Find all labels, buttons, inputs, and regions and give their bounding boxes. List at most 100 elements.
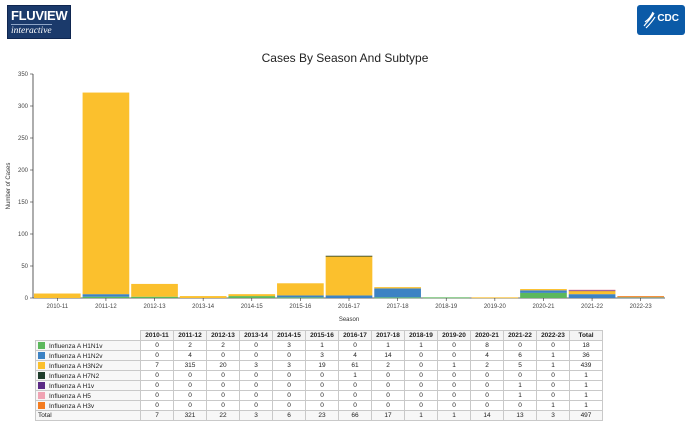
table-cell: 0 — [437, 370, 471, 381]
subtype-cell: Influenza A H3v — [35, 400, 141, 411]
x-tick-label: 2019-20 — [484, 304, 507, 310]
table-cell: 0 — [140, 390, 174, 401]
x-tick-label: 2021-22 — [581, 304, 604, 310]
table-total-cell: 66 — [338, 410, 372, 421]
subtype-label: Influenza A H3N2v — [49, 362, 103, 370]
bar-segment — [568, 290, 616, 292]
table-column-header: 2019-20 — [437, 330, 471, 341]
x-tick-label: 2018-19 — [435, 304, 458, 310]
table-column-header: 2015-16 — [305, 330, 339, 341]
table-cell: 0 — [536, 340, 570, 351]
table-column-header: 2010-11 — [140, 330, 174, 341]
table-column-header: 2020-21 — [470, 330, 504, 341]
table-cell: 2 — [470, 360, 504, 371]
bar-segment — [617, 296, 665, 297]
table-cell: 0 — [272, 380, 306, 391]
table-cell: 4 — [173, 350, 207, 361]
cdc-label: CDC — [657, 13, 679, 24]
table-cell: 0 — [503, 340, 537, 351]
table-cell: 1 — [371, 340, 405, 351]
x-ticks: 2010-11 2011-12 2012-13 2013-14 2014-15 2015-… — [47, 298, 653, 310]
table-cell: 1 — [404, 340, 438, 351]
bar-segment — [568, 290, 616, 295]
x-tick-label: 2015-16 — [289, 304, 312, 310]
table-column-header: 2012-13 — [206, 330, 240, 341]
bar-segment — [33, 293, 81, 298]
table-cell: 1 — [536, 400, 570, 411]
table-cell: 0 — [239, 390, 273, 401]
table-column-header: 2018-19 — [404, 330, 438, 341]
table-cell: 0 — [140, 400, 174, 411]
table-cell: 0 — [206, 400, 240, 411]
row-total-cell: 439 — [569, 360, 603, 371]
table-cell: 0 — [305, 390, 339, 401]
bar-segment — [520, 289, 567, 291]
bar-segment — [374, 288, 421, 298]
bar-segment — [374, 297, 421, 299]
table-cell: 0 — [371, 390, 405, 401]
table-cell: 6 — [503, 350, 537, 361]
bar-segment — [228, 296, 276, 298]
y-tick-label: 150 — [18, 200, 29, 206]
x-tick-label: 2022-23 — [630, 304, 653, 310]
table-cell: 19 — [305, 360, 339, 371]
table-column-header: 2011-12 — [173, 330, 207, 341]
table-total-cell: 14 — [470, 410, 504, 421]
table-cell: 0 — [404, 360, 438, 371]
legend-swatch — [38, 381, 45, 389]
table-cell: 0 — [140, 350, 174, 361]
bar-segment — [82, 296, 130, 298]
table-cell: 0 — [305, 370, 339, 381]
table-cell: 0 — [404, 370, 438, 381]
table-cell: 0 — [503, 370, 537, 381]
table-total-cell: 22 — [206, 410, 240, 421]
y-tick-label: 300 — [18, 104, 29, 110]
bar-segment — [568, 289, 616, 291]
table-cell: 2 — [206, 340, 240, 351]
table-cell: 0 — [206, 390, 240, 401]
table-cell: 0 — [272, 370, 306, 381]
y-ticks: 0 50 100 150 200 250 300 350 — [18, 72, 33, 302]
table-cell: 3 — [272, 360, 306, 371]
table-total-cell: 13 — [503, 410, 537, 421]
chart-title: Cases By Season And Subtype — [262, 51, 429, 65]
table-row: Influenza A H1N2v 0 4 0 0 0 3 4 14 0 0 4 6 1 36 — [35, 350, 603, 361]
table-cell: 0 — [338, 390, 372, 401]
bar-segment — [82, 92, 130, 295]
bar-segment — [277, 295, 324, 298]
bar-segment — [617, 296, 665, 298]
table-body: Influenza A H1N1v 0 2 2 0 3 1 0 1 1 0 8 0 0 18 Influenz… — [35, 340, 603, 421]
legend-swatch — [38, 361, 45, 369]
bar-segment — [520, 290, 567, 293]
table-cell: 5 — [503, 360, 537, 371]
table-cell: 1 — [437, 360, 471, 371]
table-total-cell: 3 — [536, 410, 570, 421]
hhs-eagle-icon — [643, 11, 656, 29]
table-cell: 0 — [404, 380, 438, 391]
table-cell: 0 — [470, 380, 504, 391]
bar-segment — [422, 297, 470, 299]
table-cell: 0 — [437, 350, 471, 361]
table-cell: 0 — [173, 380, 207, 391]
legend-swatch — [38, 341, 45, 349]
table-cell: 0 — [371, 370, 405, 381]
bar-segment — [228, 294, 276, 297]
table-cell: 0 — [404, 390, 438, 401]
logo-line2: interactive — [11, 24, 52, 36]
row-total-cell: 1 — [569, 400, 603, 411]
subtype-cell: Influenza A H1N1v — [35, 340, 141, 351]
table-cell: 0 — [305, 380, 339, 391]
table-total-cell: 6 — [272, 410, 306, 421]
table-row: Influenza A H3v 0 0 0 0 0 0 0 0 0 0 0 0 1 1 — [35, 400, 603, 411]
subtype-label: Influenza A H7N2 — [49, 372, 100, 380]
bar-segment — [179, 296, 227, 298]
table-cell: 0 — [437, 380, 471, 391]
table-total-row: Total 7 321 22 3 6 23 66 17 1 1 14 13 3 497 — [35, 410, 603, 421]
x-tick-label: 2012-13 — [144, 304, 167, 310]
table-cell: 0 — [239, 370, 273, 381]
table-cell: 0 — [437, 390, 471, 401]
table-cell: 61 — [338, 360, 372, 371]
table-cell: 8 — [470, 340, 504, 351]
x-tick-label: 2020-21 — [532, 304, 555, 310]
bar-segment — [277, 297, 324, 299]
